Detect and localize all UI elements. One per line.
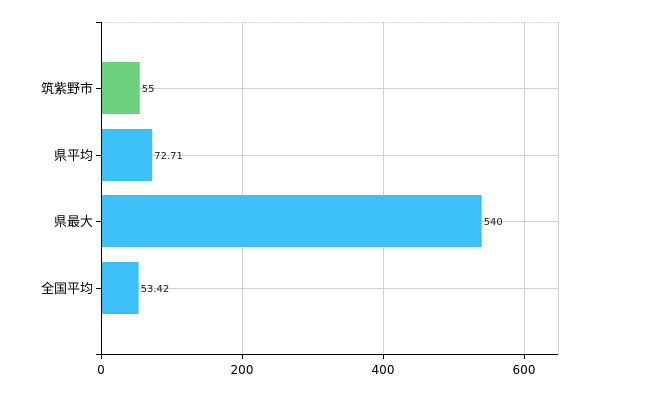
- grid-lines: [101, 22, 559, 354]
- bar: [101, 262, 139, 314]
- data-label: 72.71: [154, 151, 183, 162]
- x-tick-label: 0: [97, 363, 105, 377]
- x-tick-label: 400: [372, 363, 395, 377]
- category-label: 筑紫野市: [41, 81, 93, 97]
- bars: 55 72.71 540 53.42: [101, 62, 503, 314]
- data-label: 540: [484, 217, 503, 228]
- data-label: 55: [142, 84, 155, 95]
- x-tick-label: 600: [513, 363, 536, 377]
- category-label: 県最大: [54, 215, 93, 230]
- bar: [101, 62, 140, 114]
- category-label: 全国平均: [41, 281, 93, 297]
- bar: [101, 129, 153, 181]
- data-label: 53.42: [141, 284, 170, 295]
- category-label: 県平均: [54, 149, 93, 164]
- bar: [101, 195, 482, 247]
- x-tick-label: 200: [231, 363, 254, 377]
